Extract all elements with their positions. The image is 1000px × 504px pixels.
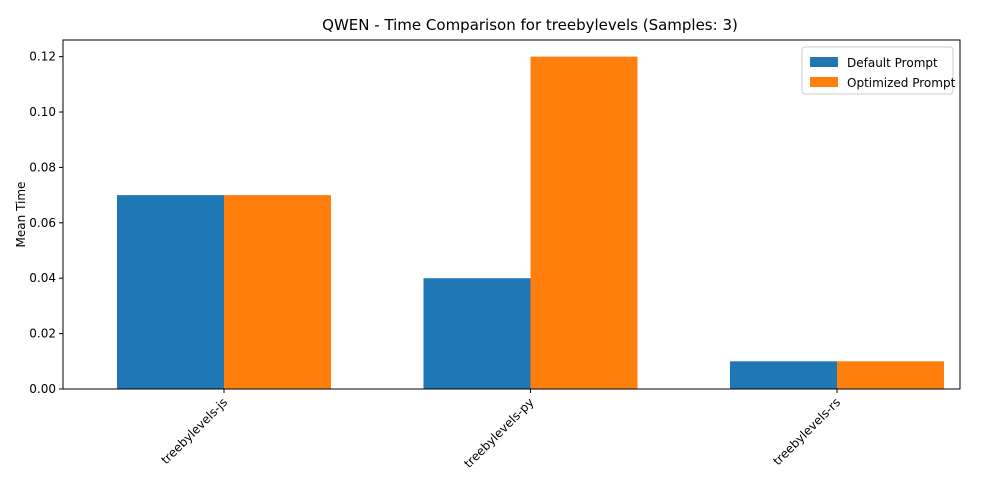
chart-title: QWEN - Time Comparison for treebylevels … <box>322 16 738 34</box>
x-axis: treebylevels-js treebylevels-py treebyleve… <box>158 389 843 471</box>
y-axis: 0.00 0.02 0.04 0.06 0.08 0.10 0.12 <box>29 50 63 396</box>
legend-label: Optimized Prompt <box>847 76 956 90</box>
x-tick-label: treebylevels-js <box>158 395 230 467</box>
y-tick-label: 0.12 <box>29 50 56 64</box>
y-tick-label: 0.02 <box>29 327 56 341</box>
legend-box <box>801 46 954 95</box>
x-tick-label: treebylevels-rs <box>770 395 843 468</box>
bar-default-prompt-treebylevels-rs <box>730 361 837 389</box>
bar-optimized-prompt-treebylevels-py <box>530 56 638 389</box>
legend-swatch <box>810 77 838 87</box>
legend-label: Default Prompt <box>847 56 938 70</box>
bars-layer <box>117 56 944 389</box>
x-tick-label: treebylevels-py <box>461 395 536 470</box>
bar-optimized-prompt-treebylevels-js <box>224 195 331 389</box>
legend: Default Prompt Optimized Prompt <box>801 46 956 95</box>
bar-default-prompt-treebylevels-js <box>117 195 224 389</box>
legend-swatch <box>810 57 838 67</box>
y-tick-label: 0.00 <box>29 382 56 396</box>
plot-frame <box>62 39 961 390</box>
y-tick-label: 0.08 <box>29 160 56 174</box>
y-tick-label: 0.06 <box>29 216 56 230</box>
bar-default-prompt-treebylevels-py <box>423 278 531 389</box>
y-axis-label: Mean Time <box>14 182 28 248</box>
bar-optimized-prompt-treebylevels-rs <box>837 361 944 389</box>
y-tick-label: 0.10 <box>29 105 56 119</box>
y-tick-label: 0.04 <box>29 271 56 285</box>
